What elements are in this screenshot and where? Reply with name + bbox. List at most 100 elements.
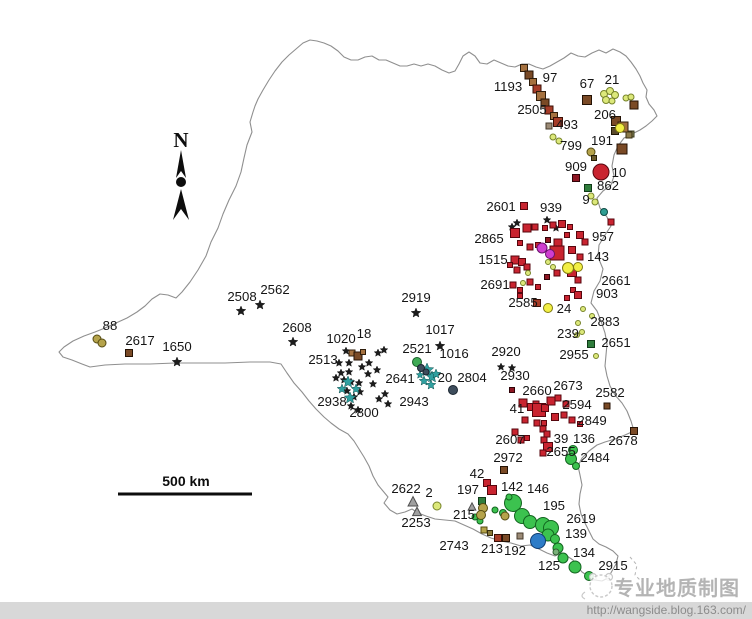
sample-symbol-triangle <box>407 495 419 507</box>
sample-symbol-circle <box>550 264 556 270</box>
sample-label: 2691 <box>480 277 509 292</box>
sample-symbol-square <box>526 243 534 251</box>
sample-symbol-square <box>533 299 541 307</box>
sample-label: 2607 <box>495 432 524 447</box>
sample-symbol-star <box>346 401 356 410</box>
sample-symbol-circle <box>611 91 619 99</box>
sample-symbol-square <box>549 221 557 229</box>
sample-label: 21 <box>605 72 620 87</box>
sample-symbol-square <box>517 240 523 246</box>
sample-label: 2930 <box>500 368 529 383</box>
sample-symbol-circle <box>572 462 580 470</box>
sample-symbol-star <box>350 383 362 394</box>
sample-label: 18 <box>357 326 372 341</box>
sample-label: 2972 <box>493 450 522 465</box>
sample-symbol-circle <box>555 137 563 145</box>
sample-symbol-circle <box>432 501 442 511</box>
sample-symbol-star <box>372 365 382 374</box>
sample-symbol-circle <box>500 511 510 521</box>
sample-symbol-square <box>544 105 554 115</box>
sample-symbol-circle <box>568 560 582 574</box>
sample-label: 191 <box>591 133 613 148</box>
sample-symbol-square <box>539 449 547 457</box>
sample-label: 2594 <box>562 397 591 412</box>
sample-label: 2865 <box>474 231 503 246</box>
sample-symbol-square <box>630 427 638 435</box>
sample-symbol-square <box>526 278 534 286</box>
watermark-text: 专业地质制图 <box>614 578 740 600</box>
sample-symbol-square <box>567 224 573 230</box>
sample-symbol-star <box>418 375 430 386</box>
sample-label: 1515 <box>478 252 507 267</box>
sample-label: 2743 <box>439 538 468 553</box>
sample-symbol-square <box>516 532 524 540</box>
sample-symbol-circle <box>536 242 548 254</box>
sample-symbol-square <box>603 402 611 410</box>
sample-symbol-square <box>553 269 561 277</box>
sample-label: 9 <box>582 192 589 207</box>
lake-dashed-path <box>629 556 644 594</box>
sample-label: 2582 <box>595 385 624 400</box>
sample-symbol-square <box>517 293 523 299</box>
sample-label: 20 <box>438 370 453 385</box>
sample-label: 2655 <box>546 444 575 459</box>
sample-label: 2883 <box>590 314 619 329</box>
sample-symbol-square <box>560 411 568 419</box>
sample-symbol-circle <box>591 198 599 206</box>
sample-symbol-square <box>616 143 628 155</box>
sample-symbol-square <box>576 231 584 239</box>
sample-label: 909 <box>565 159 587 174</box>
sample-symbol-star <box>434 340 446 351</box>
sample-symbol-square <box>518 258 526 266</box>
sample-symbol-square <box>574 291 582 299</box>
sample-symbol-circle <box>574 332 580 338</box>
sample-label: 939 <box>540 200 562 215</box>
sample-symbol-star <box>336 383 348 394</box>
sample-symbol-circle <box>491 506 499 514</box>
sample-label: 1020 <box>326 331 355 346</box>
sample-label: 2505 <box>517 102 546 117</box>
sample-symbol-circle <box>589 313 595 319</box>
sample-label: 215 <box>453 507 475 522</box>
sample-symbol-square <box>553 117 563 127</box>
sample-symbol-star <box>430 368 442 379</box>
sample-label: 42 <box>470 466 485 481</box>
sample-symbol-square <box>570 287 576 293</box>
sample-symbol-square <box>524 435 530 441</box>
sample-symbol-square <box>581 238 589 246</box>
sample-symbol-square <box>574 276 582 284</box>
sample-symbol-circle <box>600 208 608 216</box>
sample-label: 197 <box>457 482 479 497</box>
sample-symbol-star <box>235 305 247 316</box>
north-arrow-circle <box>176 177 186 187</box>
sample-label: 2562 <box>260 282 289 297</box>
sample-symbol-star <box>171 356 183 367</box>
sample-label: 2608 <box>282 320 311 335</box>
sample-symbol-square <box>529 78 537 86</box>
sample-symbol-circle <box>580 306 586 312</box>
sample-symbol-square <box>545 237 551 243</box>
sample-label: 67 <box>580 76 595 91</box>
sample-symbol-circle <box>417 364 425 372</box>
sample-label: 239 <box>557 326 579 341</box>
sample-label: 2919 <box>401 290 430 305</box>
sample-symbol-star <box>343 391 357 404</box>
bottom-bar: http://wangside.blog.163.com/ <box>0 602 752 619</box>
sample-label: 192 <box>504 543 526 558</box>
sample-label: 88 <box>103 318 118 333</box>
sample-symbol-square <box>564 295 570 301</box>
sample-symbol-star <box>354 378 364 387</box>
sample-symbol-square <box>558 220 566 228</box>
sample-symbol-square <box>517 287 523 293</box>
sample-symbol-square <box>543 442 553 452</box>
sample-label: 2943 <box>399 394 428 409</box>
sample-label: 125 <box>538 558 560 573</box>
sample-label: 139 <box>565 526 587 541</box>
sample-symbol-circle <box>525 270 531 276</box>
sample-symbol-circle <box>412 357 422 367</box>
sample-symbol-circle <box>587 192 595 200</box>
sample-symbol-square <box>544 274 550 280</box>
sample-label: 2678 <box>608 433 637 448</box>
sample-symbol-square <box>480 526 488 534</box>
sample-label: 2622 <box>391 481 420 496</box>
